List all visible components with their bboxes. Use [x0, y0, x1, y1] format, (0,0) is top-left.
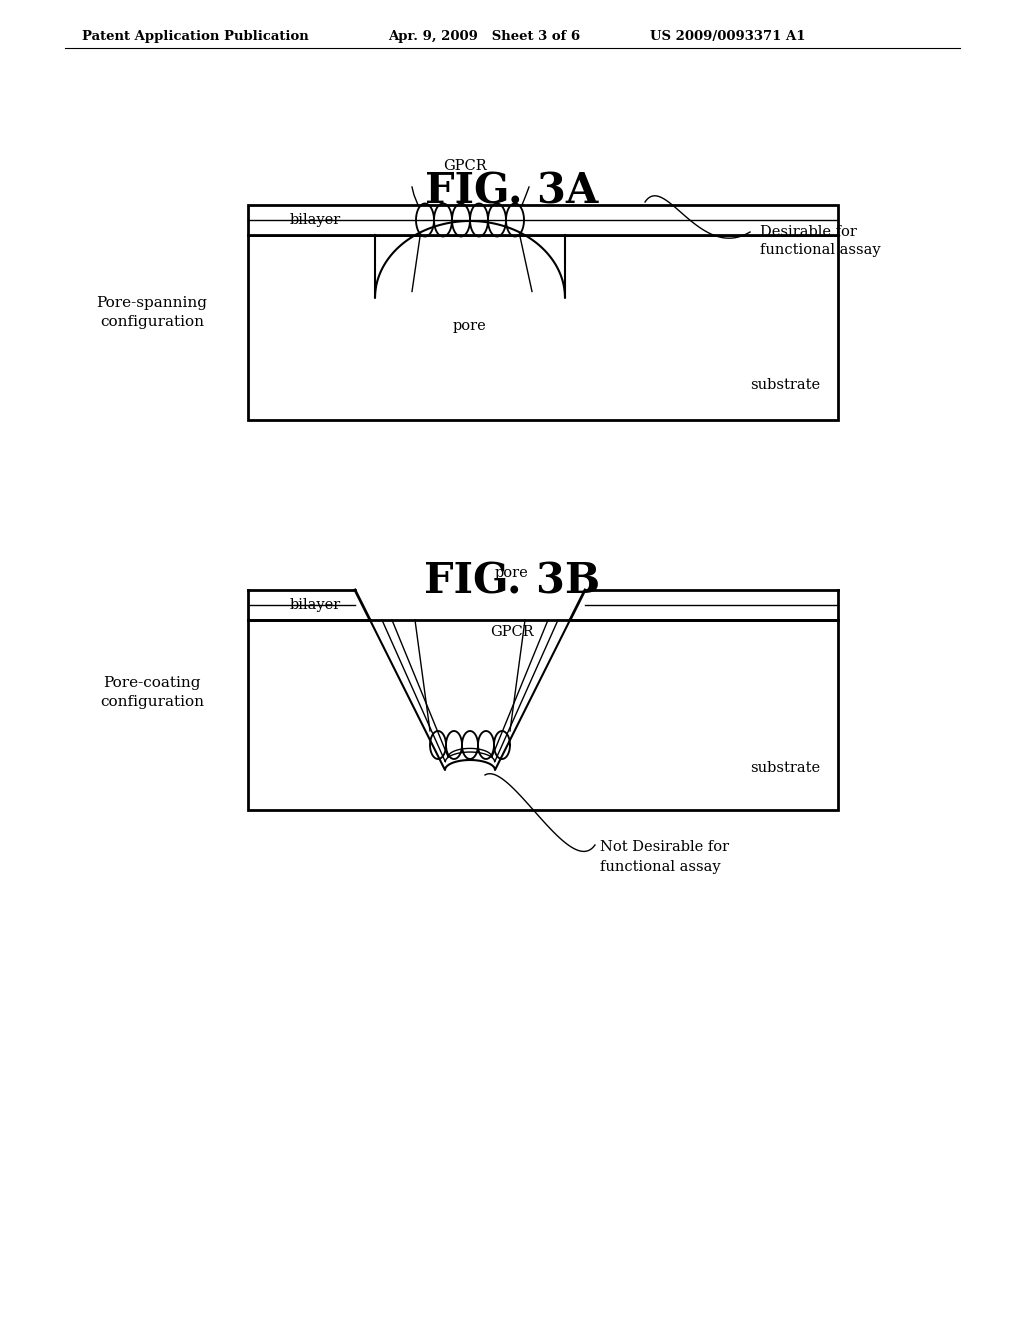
Text: functional assay: functional assay [600, 861, 721, 874]
Text: configuration: configuration [100, 696, 204, 709]
Text: Pore-coating: Pore-coating [103, 676, 201, 690]
Text: FIG. 3B: FIG. 3B [424, 560, 600, 602]
Bar [248, 205, 838, 235]
Text: bilayer: bilayer [290, 598, 341, 612]
Text: substrate: substrate [750, 378, 820, 392]
Text: US 2009/0093371 A1: US 2009/0093371 A1 [650, 30, 806, 44]
Text: Patent Application Publication: Patent Application Publication [82, 30, 309, 44]
Text: configuration: configuration [100, 315, 204, 329]
Text: FIG. 3A: FIG. 3A [425, 170, 599, 213]
Text: substrate: substrate [750, 762, 820, 775]
Text: Pore-spanning: Pore-spanning [96, 296, 208, 310]
Text: GPCR: GPCR [443, 158, 486, 173]
Text: Apr. 9, 2009   Sheet 3 of 6: Apr. 9, 2009 Sheet 3 of 6 [388, 30, 581, 44]
Text: pore: pore [454, 319, 486, 333]
Text: bilayer: bilayer [290, 213, 341, 227]
Text: pore: pore [495, 566, 528, 579]
Bar [248, 620, 838, 810]
Text: Not Desirable for: Not Desirable for [600, 840, 729, 854]
Text: functional assay: functional assay [760, 243, 881, 257]
Bar [248, 235, 838, 420]
Text: Desirable for: Desirable for [760, 224, 857, 239]
Text: GPCR: GPCR [490, 624, 534, 639]
